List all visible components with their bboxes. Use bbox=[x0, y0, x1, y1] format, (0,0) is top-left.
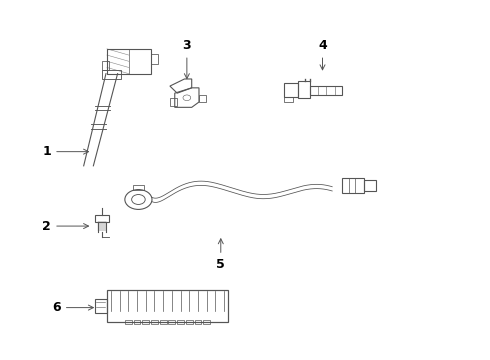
Bar bbox=[284, 97, 294, 102]
Bar bbox=[96, 215, 109, 222]
Bar bbox=[199, 95, 206, 102]
Text: 6: 6 bbox=[52, 301, 94, 314]
Bar bbox=[284, 82, 298, 97]
Bar bbox=[160, 320, 167, 324]
Text: 2: 2 bbox=[43, 220, 89, 233]
Text: 5: 5 bbox=[217, 239, 225, 271]
Bar bbox=[151, 320, 158, 324]
Bar bbox=[125, 320, 132, 324]
Bar bbox=[102, 70, 122, 79]
Bar bbox=[170, 99, 177, 105]
Text: 1: 1 bbox=[43, 145, 89, 158]
Bar bbox=[133, 185, 144, 190]
Bar bbox=[310, 86, 342, 95]
Bar bbox=[102, 61, 109, 70]
Bar bbox=[169, 320, 175, 324]
Bar bbox=[142, 320, 149, 324]
Bar bbox=[107, 49, 129, 74]
Bar bbox=[107, 49, 150, 74]
Bar bbox=[195, 320, 201, 324]
Bar bbox=[186, 320, 193, 324]
Text: 4: 4 bbox=[318, 39, 327, 70]
Bar bbox=[298, 81, 310, 99]
Bar bbox=[342, 177, 364, 193]
Bar bbox=[364, 180, 376, 191]
Bar bbox=[150, 54, 158, 64]
Bar bbox=[134, 320, 140, 324]
Bar bbox=[177, 320, 184, 324]
Bar bbox=[203, 320, 210, 324]
Text: 3: 3 bbox=[183, 39, 191, 79]
Bar bbox=[95, 299, 107, 313]
Bar bbox=[107, 290, 228, 322]
